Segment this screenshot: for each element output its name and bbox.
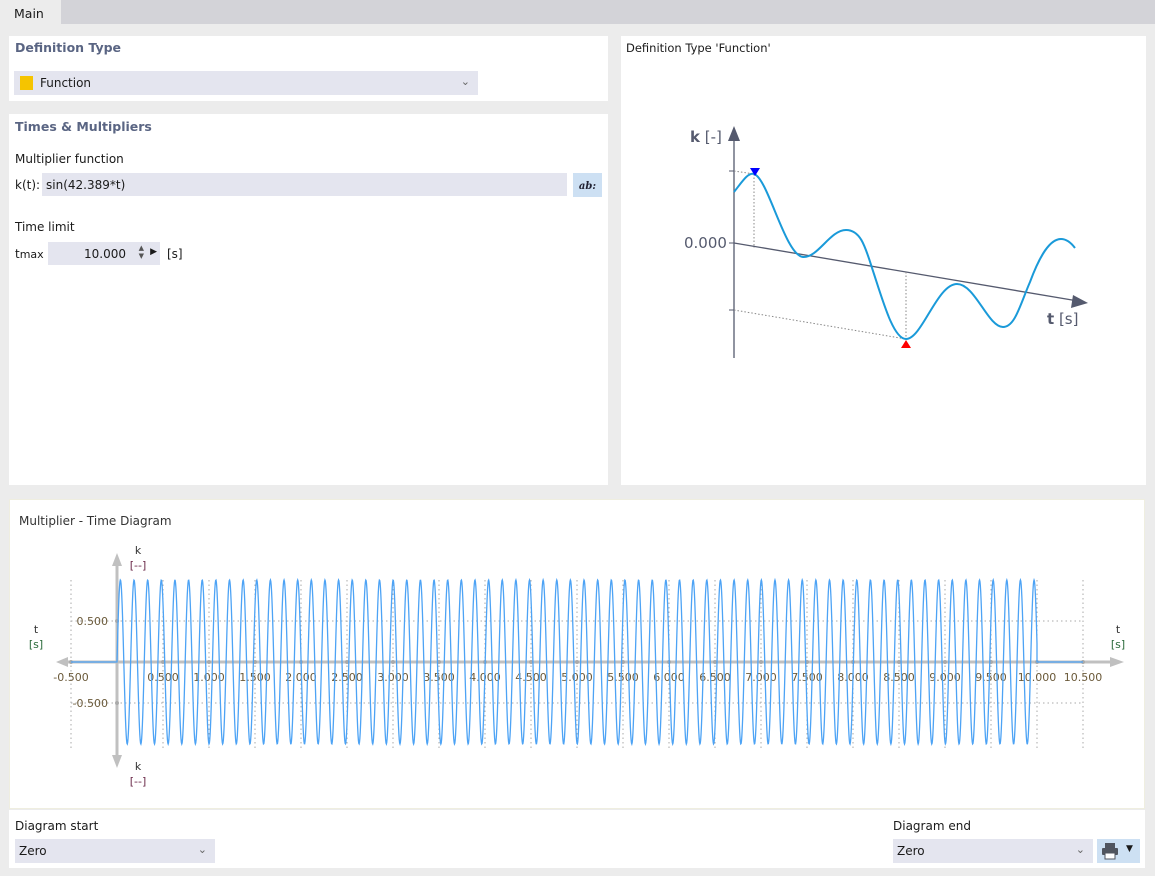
y-axis-unit-top: [--] [130,559,147,572]
spinner-icon[interactable]: ▲ ▼ [138,244,144,260]
tmax-t: t [15,247,20,261]
printer-icon [1101,842,1119,860]
preview-zero-label: 0.000 [684,234,727,252]
preview-y-label: k [-] [690,128,722,146]
y-axis-down-arrow-icon [112,755,122,768]
play-arrow-icon[interactable]: ▶ [150,247,157,257]
x-tick [391,660,395,664]
y-tick-label: -0.500 [73,697,108,710]
y-axis-label-top: k [135,544,142,557]
diagram-start-value: Zero [19,844,47,858]
max-marker-icon [750,168,760,176]
x-axis-unit-left: [s] [29,638,43,651]
x-tick [759,660,763,664]
tmax-sub: max [19,248,44,261]
y-axis-arrow-icon [728,126,740,141]
x-tick [345,660,349,664]
multiplier-label: Multiplier function [15,152,124,166]
chevron-down-icon: ⌄ [1075,843,1085,856]
tmax-value: 10.000 [84,247,126,261]
definition-type-select[interactable]: Function ⌄ [14,71,478,95]
y-axis-unit-bottom: [--] [130,775,147,788]
diagram-end-label: Diagram end [893,819,971,833]
x-tick-label: 9.000 [929,671,961,684]
definition-type-value: Function [40,76,92,90]
tmax-input[interactable]: 10.000 ▲ ▼ ▶ [48,242,160,265]
x-tick-label: 3.000 [377,671,409,684]
diagram-start-select[interactable]: Zero ⌄ [15,839,215,863]
x-tick [575,660,579,664]
x-tick-label: 5.000 [561,671,593,684]
formula-editor-icon[interactable]: ab: [573,173,602,197]
x-tick-label: -0.500 [53,671,88,684]
x-tick-label: 1.000 [193,671,225,684]
x-tick-label: 6.500 [699,671,731,684]
x-tick-label: 7.000 [745,671,777,684]
multiplier-series-line [71,577,1083,747]
times-panel: Times & Multipliers Multiplier function … [9,114,608,485]
times-heading: Times & Multipliers [15,119,152,134]
definition-type-panel: Definition Type Function ⌄ [9,36,608,101]
x-tick [943,660,947,664]
x-tick-label: 6.000 [653,671,685,684]
multiplier-function-input[interactable]: sin(42.389*t) [42,173,567,196]
tab-bar [0,0,1155,24]
diagram-title: Multiplier - Time Diagram [19,514,172,528]
tmax-label: tmax [15,247,44,261]
x-axis-unit-right: [s] [1111,638,1125,651]
preview-title: Definition Type 'Function' [626,41,771,55]
diagram-start-label: Diagram start [15,819,99,833]
x-axis-right-arrow-icon [1110,657,1124,667]
x-axis-label-left: t [34,623,39,636]
dropdown-arrow-icon: ▼ [1126,844,1133,854]
x-tick-label: 10.500 [1064,671,1103,684]
function-swatch-icon [20,76,33,90]
tmax-unit: [s] [167,247,183,261]
chevron-down-icon: ⌄ [197,843,207,856]
x-axis-arrow-icon [1071,295,1088,308]
footer-panel: Diagram start Zero ⌄ Diagram end Zero ⌄ … [9,810,1145,868]
preview-x-label: t [s] [1047,310,1078,328]
multiplier-time-chart: -0.500 0.500 1.000 1.500 2.000 2.500 3.000 3.50… [29,544,1125,788]
y-tick [115,701,119,705]
x-tick-label: 2.500 [331,671,363,684]
min-marker-icon [901,340,911,348]
time-limit-label: Time limit [15,220,75,234]
y-axis-up-arrow-icon [112,553,122,566]
k-label: k(t): [15,178,41,192]
chevron-down-icon: ⌄ [460,75,470,88]
x-tick [529,660,533,664]
preview-panel: Definition Type 'Function' [621,36,1146,485]
x-tick [897,660,901,664]
tab-main[interactable]: Main [0,0,61,24]
multiplier-function-value: sin(42.389*t) [46,178,126,192]
x-axis-left-arrow-icon [56,657,68,667]
preview-curve [733,172,1076,341]
print-button[interactable]: ▼ [1097,839,1140,863]
definition-type-heading: Definition Type [15,40,122,55]
x-tick-label: 7.500 [791,671,823,684]
diagram-end-value: Zero [897,844,925,858]
x-tick [161,660,165,664]
x-tick [713,660,717,664]
x-tick-label: 10.000 [1018,671,1057,684]
x-tick-label: 3.500 [423,671,455,684]
definition-preview-diagram: k [-] 0.000 t [s] [684,126,1088,358]
y-tick-label: 0.500 [77,615,109,628]
x-tick-label: 9.500 [975,671,1007,684]
x-tick [207,660,211,664]
diagram-end-select[interactable]: Zero ⌄ [893,839,1093,863]
y-axis-label-bottom: k [135,760,142,773]
x-axis-label-right: t [1116,623,1121,636]
